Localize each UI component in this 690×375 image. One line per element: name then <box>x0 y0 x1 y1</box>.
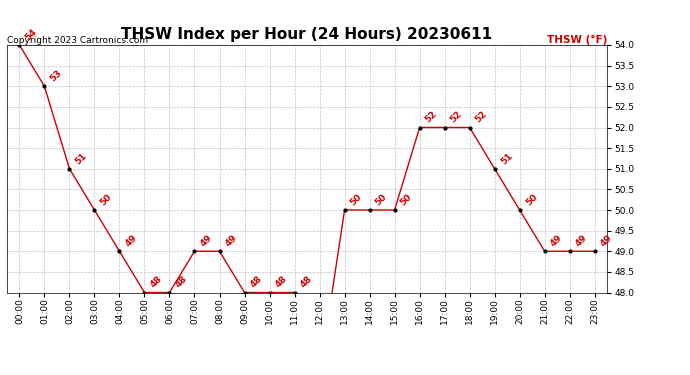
Text: 51: 51 <box>74 151 89 166</box>
Text: 52: 52 <box>448 110 464 125</box>
Text: 51: 51 <box>499 151 514 166</box>
Text: 46: 46 <box>0 374 1 375</box>
Text: 49: 49 <box>199 233 214 249</box>
Text: 52: 52 <box>474 110 489 125</box>
Text: 48: 48 <box>148 274 164 290</box>
Text: 53: 53 <box>48 68 63 84</box>
Text: 49: 49 <box>599 233 614 249</box>
Text: 48: 48 <box>274 274 289 290</box>
Text: Copyright 2023 Cartronics.com: Copyright 2023 Cartronics.com <box>7 36 148 45</box>
Title: THSW Index per Hour (24 Hours) 20230611: THSW Index per Hour (24 Hours) 20230611 <box>121 27 493 42</box>
Text: 50: 50 <box>399 192 414 207</box>
Text: THSW (°F): THSW (°F) <box>547 35 607 45</box>
Text: 49: 49 <box>574 233 589 249</box>
Text: 48: 48 <box>299 274 314 290</box>
Text: 48: 48 <box>174 274 189 290</box>
Text: 50: 50 <box>348 192 364 207</box>
Text: 50: 50 <box>99 192 114 207</box>
Text: 49: 49 <box>224 233 239 249</box>
Text: 49: 49 <box>549 233 564 249</box>
Text: 48: 48 <box>248 274 264 290</box>
Text: 52: 52 <box>424 110 439 125</box>
Text: 49: 49 <box>124 233 139 249</box>
Text: 50: 50 <box>374 192 389 207</box>
Text: 50: 50 <box>524 192 539 207</box>
Text: 54: 54 <box>23 27 39 42</box>
